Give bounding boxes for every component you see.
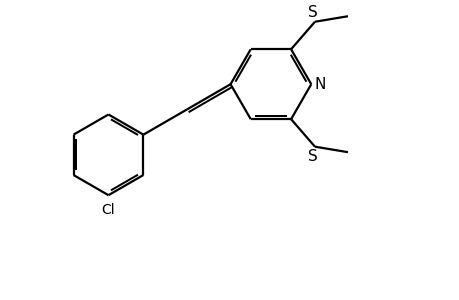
Text: S: S (308, 148, 317, 164)
Text: N: N (314, 77, 325, 92)
Text: Cl: Cl (101, 203, 115, 218)
Text: S: S (308, 5, 317, 20)
